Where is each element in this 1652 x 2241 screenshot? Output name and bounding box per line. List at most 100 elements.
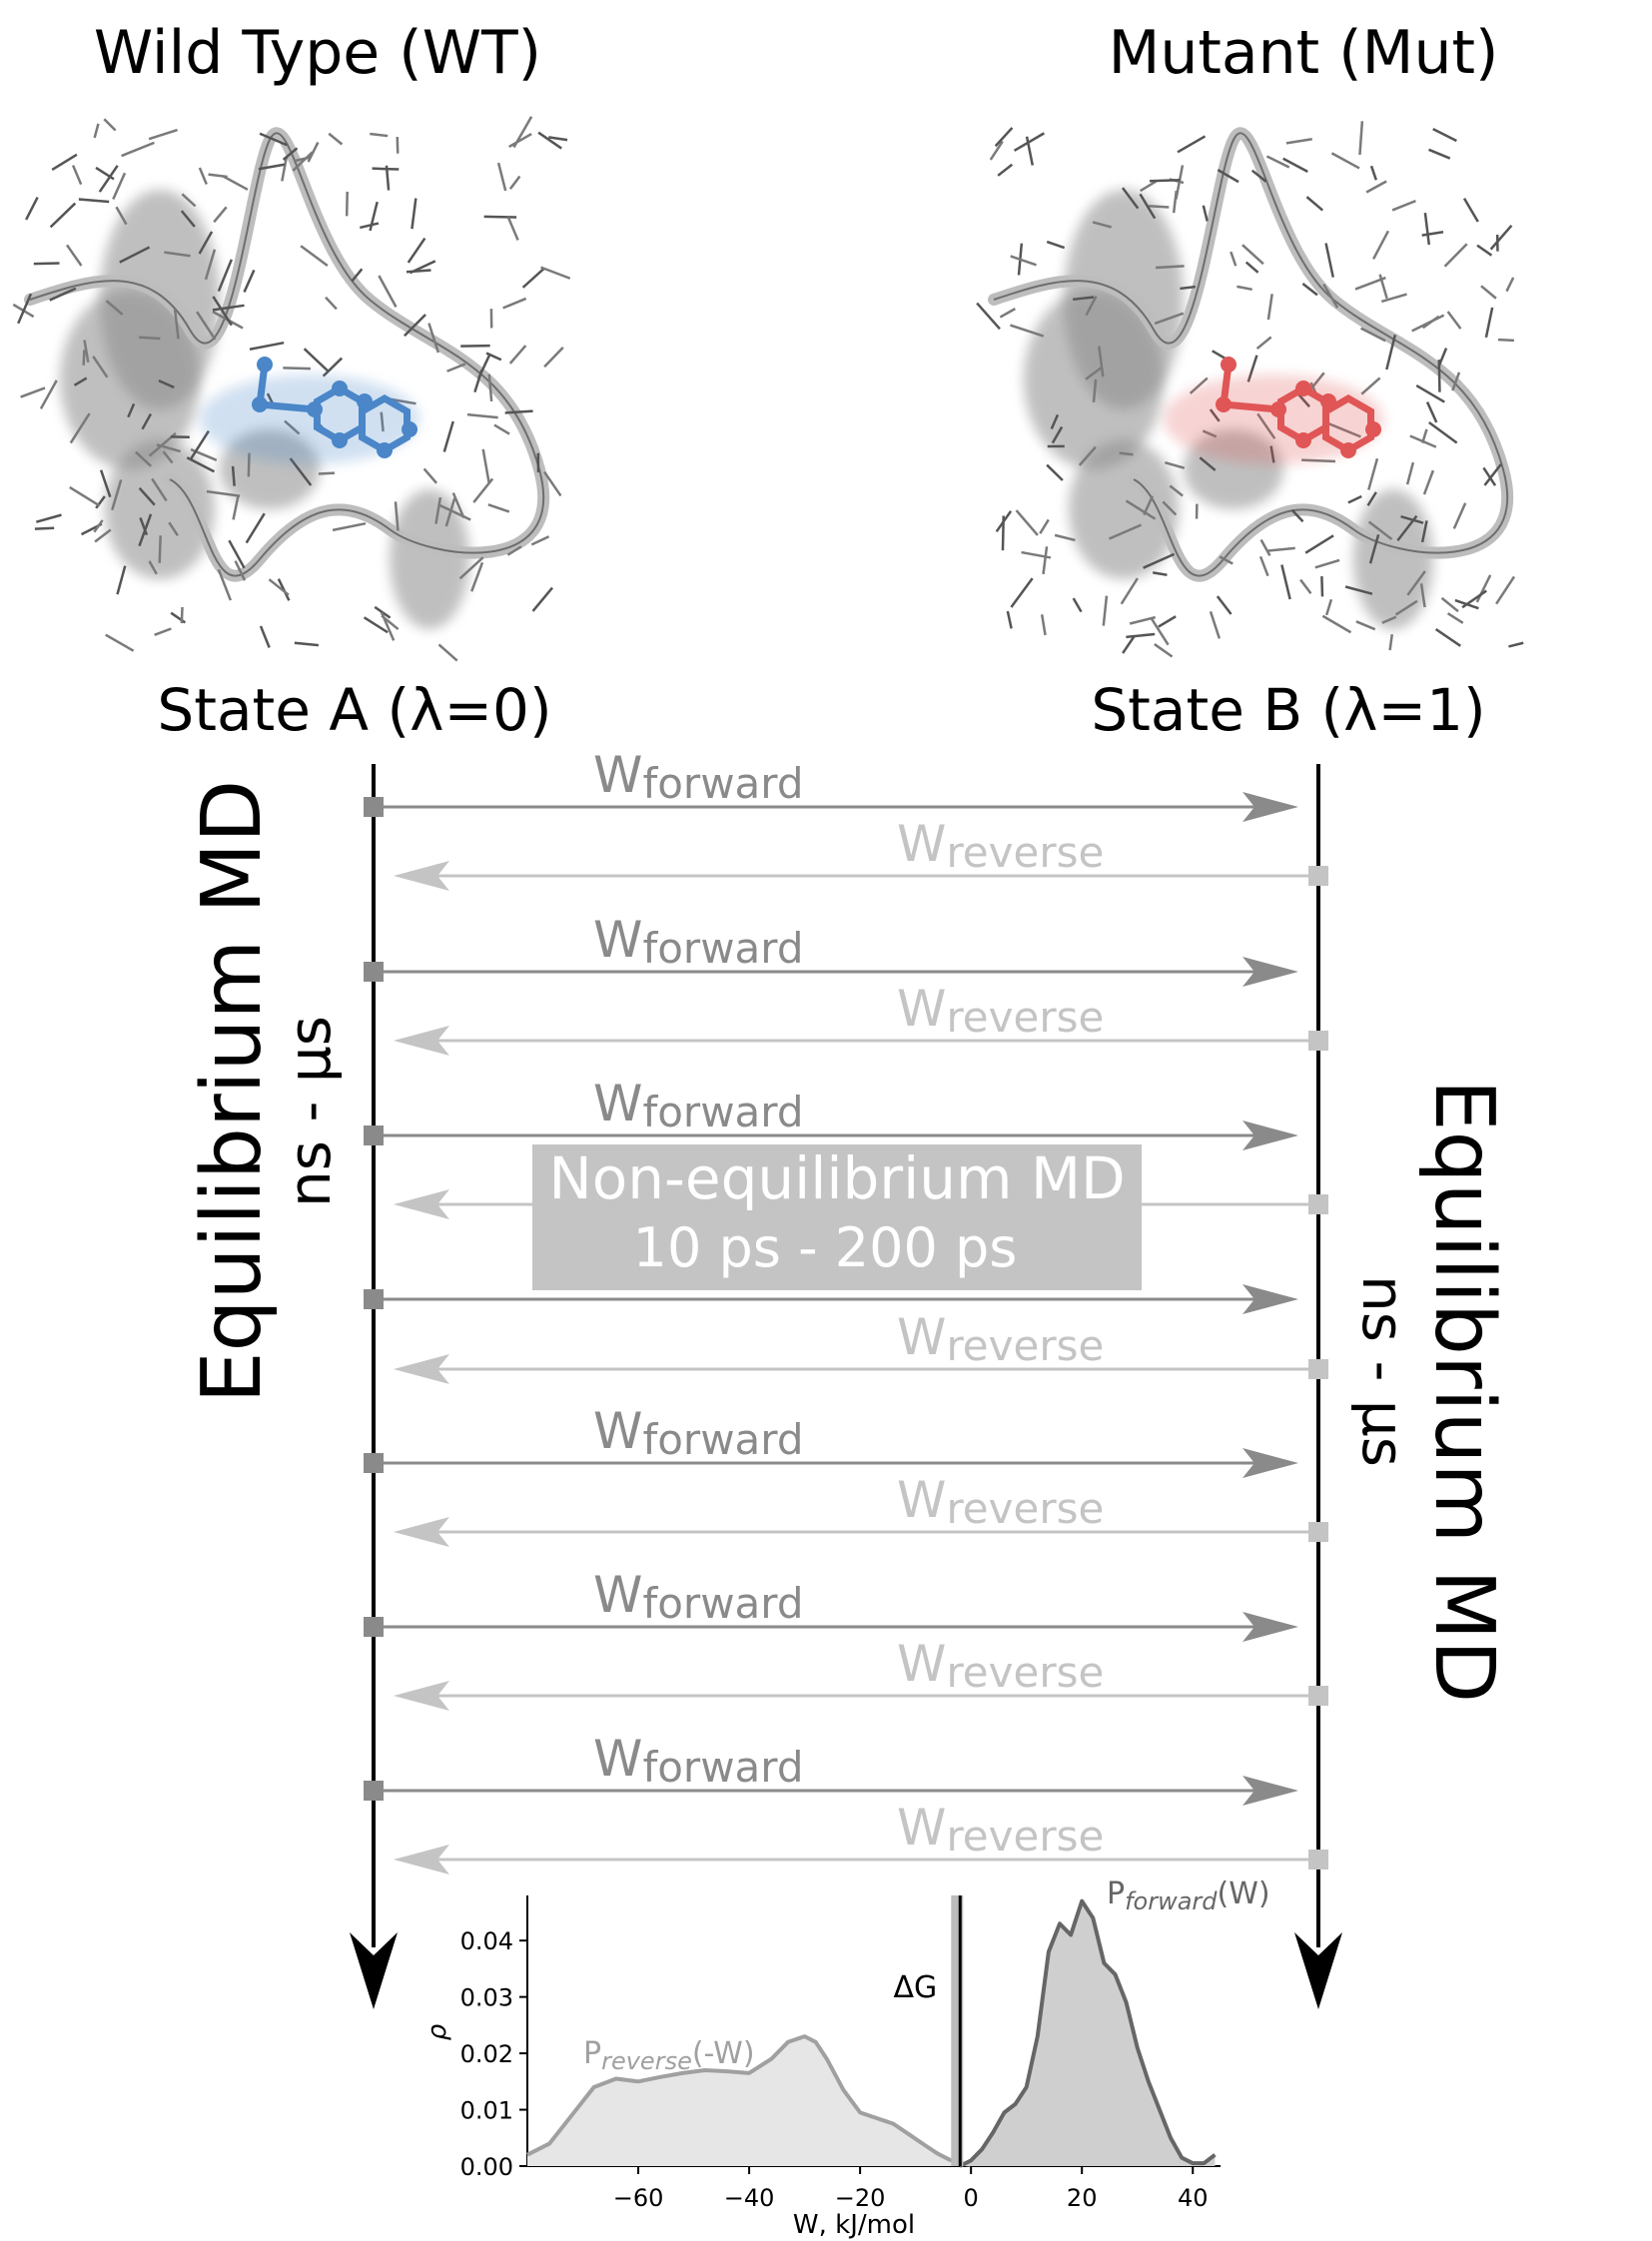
residue-atom (1270, 401, 1286, 417)
side-chain-stick (1358, 121, 1364, 156)
side-chain-stick (493, 423, 510, 435)
side-chain-stick (1216, 595, 1233, 615)
residue-atom (1295, 380, 1311, 396)
side-chain-stick (380, 611, 396, 641)
side-chain-stick (1462, 198, 1479, 223)
side-chain-stick (119, 246, 151, 264)
side-chain-stick (1391, 199, 1416, 212)
side-chain-stick (292, 151, 314, 172)
side-chain-stick (1010, 577, 1034, 608)
side-chain-stick (93, 519, 104, 533)
side-chain-stick (39, 379, 58, 409)
x-tick-label: −40 (724, 2184, 775, 2212)
side-chain-stick (1122, 635, 1136, 654)
side-chain-stick (1152, 571, 1168, 576)
side-chain-stick (1120, 577, 1139, 605)
side-chain-stick (1165, 461, 1186, 469)
side-chain-stick (83, 340, 90, 364)
side-chain-stick (105, 300, 124, 316)
residue-atom (252, 396, 268, 412)
side-chain-stick (997, 163, 1014, 177)
reverse-start-marker (1308, 1686, 1328, 1706)
helix-shading (1024, 290, 1164, 469)
side-chain-stick (217, 259, 233, 293)
side-chain-stick (1301, 283, 1318, 297)
side-chain-stick (502, 297, 527, 310)
x-tick-label: −60 (613, 2184, 664, 2212)
side-chain-stick (1428, 420, 1458, 444)
forward-distribution-label: Pforward(W) (1107, 1876, 1270, 1915)
side-chain-stick (1347, 494, 1362, 504)
side-chain-stick (154, 627, 172, 637)
side-chain-stick (1050, 413, 1060, 430)
side-chain-stick (138, 486, 156, 506)
side-chain-stick (112, 172, 127, 200)
non-equilibrium-timescale: 10 ps - 200 ps (633, 1216, 1018, 1279)
forward-work-label: Wforward (593, 911, 803, 973)
side-chain-stick (1428, 148, 1451, 160)
x-tick-label: −20 (835, 2184, 886, 2212)
side-chain-stick (1320, 576, 1324, 597)
side-chain-stick (34, 526, 55, 530)
side-chain-stick (999, 308, 1017, 319)
side-chain-stick (437, 643, 458, 662)
side-chain-stick (1372, 230, 1390, 260)
side-chain-stick (1129, 615, 1157, 625)
side-chain-stick (345, 191, 349, 217)
side-chain-stick (1209, 610, 1222, 639)
side-chain-stick (98, 165, 119, 193)
reverse-distribution-line (526, 2034, 972, 2167)
side-chain-stick (1219, 555, 1234, 565)
side-chain-stick (1202, 205, 1209, 222)
side-chain-stick (1126, 632, 1156, 639)
side-chain-stick (1015, 509, 1039, 536)
side-chain-stick (1266, 294, 1273, 321)
side-chain-stick (73, 376, 88, 386)
state-b-timeline (1294, 764, 1342, 2009)
helix-shading (60, 290, 200, 469)
side-chain-stick (537, 131, 562, 150)
side-chain-stick (71, 165, 83, 186)
y-tick-label: 0.04 (460, 1927, 513, 1955)
side-chain-stick (322, 357, 344, 377)
side-chain-stick (407, 237, 426, 264)
side-chain-stick (281, 156, 289, 182)
side-chain-stick (228, 539, 246, 569)
side-chain-stick (1280, 564, 1291, 600)
side-chain-stick (51, 153, 78, 172)
residue-atom (257, 357, 273, 373)
side-chain-stick (1125, 499, 1157, 520)
side-chain-stick (422, 467, 437, 484)
side-chain-stick (294, 641, 319, 647)
side-chain-stick (1400, 514, 1424, 524)
side-chain-stick (1437, 360, 1441, 392)
side-chain-stick (1255, 336, 1272, 350)
timeline-b-arrowhead (1294, 1932, 1342, 2009)
side-chain-stick (1042, 546, 1049, 575)
work-distribution-chart: ΔG −60 −40 −20 0 20 40 0.00 0.01 0.02 0.03 0.04 W, k… (422, 1876, 1270, 2240)
side-chain-stick (268, 578, 290, 596)
side-chain-stick (92, 356, 109, 378)
dg-label: ΔG (893, 1970, 937, 2005)
residue-atom (357, 393, 373, 409)
forward-work-label: Wforward (593, 1075, 803, 1136)
side-chain-stick (111, 479, 123, 511)
forward-work-label: Wforward (593, 1730, 803, 1792)
side-chain-stick (168, 521, 179, 536)
side-chain-stick (95, 495, 106, 509)
side-chain-stick (1365, 180, 1387, 194)
side-chain-stick (1266, 546, 1295, 552)
side-chain-stick (198, 231, 214, 255)
reverse-work-label: Wreverse (897, 980, 1104, 1042)
side-chain-stick (69, 412, 91, 444)
side-chain-stick (530, 535, 550, 546)
residue-atom (332, 380, 348, 396)
side-chain-stick (1010, 255, 1037, 267)
side-chain-stick (243, 269, 256, 293)
side-chain-stick (318, 471, 336, 475)
forward-start-marker (364, 1125, 384, 1145)
forward-work-label: Wforward (593, 1566, 803, 1628)
forward-work-label: Wforward (593, 746, 803, 808)
reverse-work-label: Wreverse (897, 1471, 1104, 1533)
side-chain-stick (989, 140, 1004, 161)
